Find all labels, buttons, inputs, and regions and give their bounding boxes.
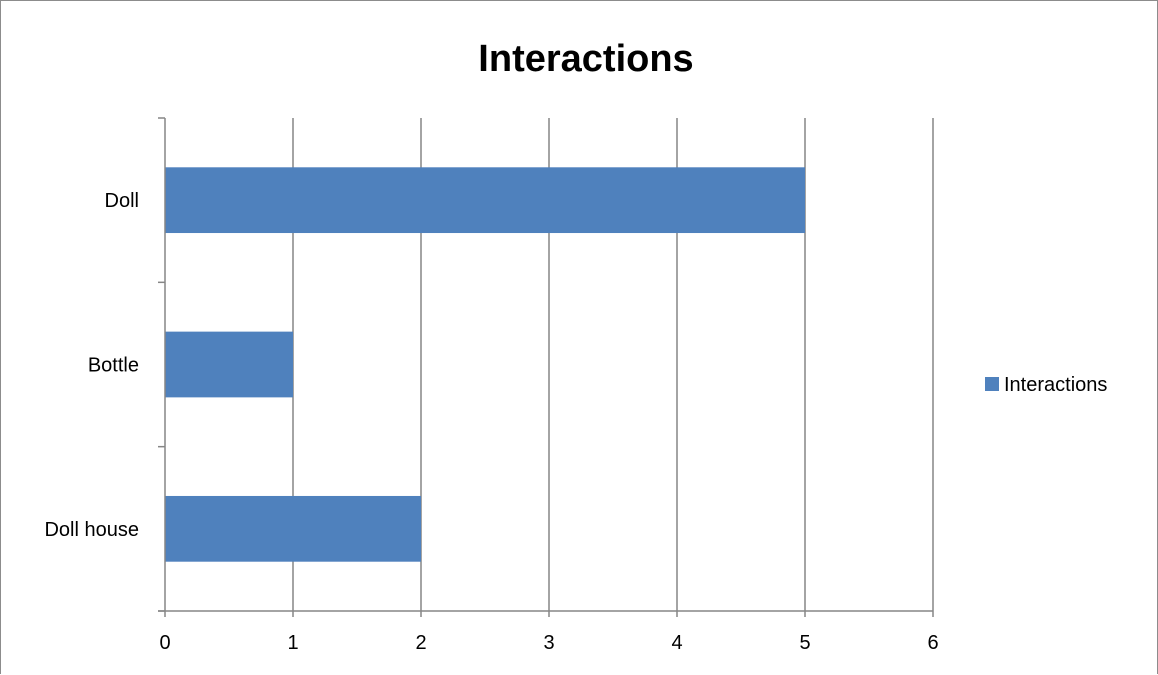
x-tick-label: 6 [927,632,938,654]
bar-bottle [165,331,293,398]
x-tick-label: 1 [287,632,298,654]
axes [158,117,934,617]
x-tick-labels: 0 1 2 3 4 5 6 [159,632,938,654]
chart-title: Interactions [478,38,693,80]
bar-doll [165,167,805,234]
bars [165,167,805,562]
legend-label: Interactions [1004,374,1107,396]
category-label: Doll [105,190,139,212]
category-label: Bottle [88,355,139,377]
legend: Interactions [985,374,1107,396]
x-tick-label: 0 [159,632,170,654]
category-label: Doll house [44,519,139,541]
category-labels: Doll Bottle Doll house [44,190,139,541]
x-tick-label: 4 [671,632,682,654]
legend-swatch [985,377,999,391]
bar-doll-house [165,495,421,562]
x-tick-label: 2 [415,632,426,654]
x-tick-label: 3 [543,632,554,654]
x-tick-label: 5 [799,632,810,654]
